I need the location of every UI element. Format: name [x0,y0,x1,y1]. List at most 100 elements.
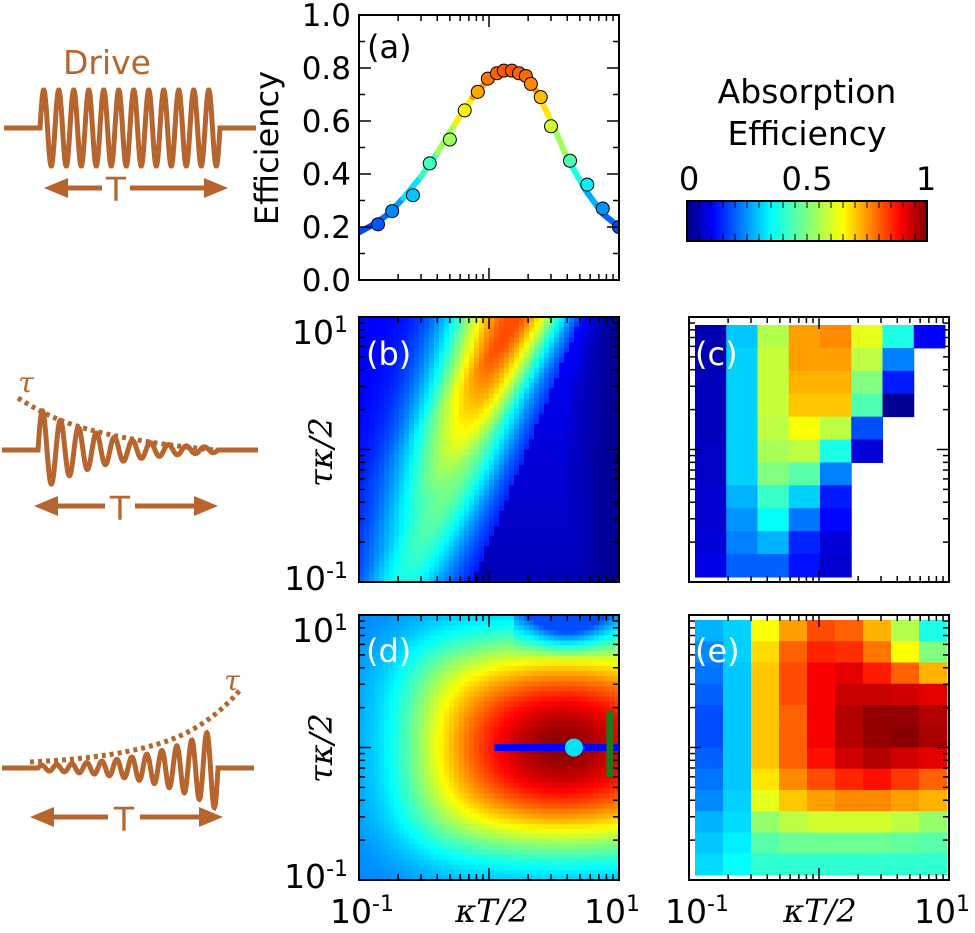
heatmap-cell [614,531,620,537]
heatmap-cell [414,727,420,733]
heatmap-cell [484,444,490,451]
heatmap-cell [499,464,505,471]
heatmap-cell [379,525,385,532]
heatmap-cell [364,520,370,527]
heatmap-cell [594,388,600,395]
heatmap-cell [399,505,405,512]
heatmap-cell [479,620,485,626]
heatmap-cell [479,495,485,502]
heatmap-cell [364,767,370,774]
heatmap-cell [474,727,480,733]
heatmap-cell [499,424,505,430]
heatmap-cell [474,818,480,825]
heatmap-cell [484,844,490,851]
heatmap-cell [529,767,535,774]
heatmap-cell [489,352,495,359]
heatmap-cell [394,742,400,749]
heatmap-cell [554,434,560,440]
heatmap-cell [469,362,475,369]
heatmap-cell [439,711,445,718]
heatmap-cell [474,788,480,794]
heatmap-cell [534,317,540,323]
heatmap-cell [524,716,530,723]
heatmap-cell [389,531,395,537]
heatmap-cell [599,480,605,486]
heatmap-cell [374,541,380,547]
heatmap-cell [494,485,500,491]
heatmap-cell [374,561,380,568]
heatmap-cell [539,373,545,379]
heatmap-cell [429,665,435,672]
heatmap-cell [384,337,390,344]
heatmap-cell [379,839,385,845]
heatmap-cell [474,808,480,815]
heatmap-cell [614,403,620,410]
heatmap-cell [394,510,400,517]
heatmap-cell [569,439,575,446]
heatmap-cell [609,403,615,410]
heatmap-cell [359,424,365,430]
heatmap-cell [449,454,455,461]
heatmap-cell [504,757,510,764]
heatmap-cell [489,469,495,476]
heatmap-cell [359,480,365,486]
heatmap-cell [454,464,460,471]
heatmap-cell [484,747,490,754]
heatmap-cell [604,525,610,532]
heatmap-cell [459,525,465,532]
heatmap-cell [519,403,525,410]
heatmap-cell [444,686,450,693]
heatmap-cell [559,444,565,451]
heatmap-cell [529,383,535,389]
heatmap-cell [529,676,535,682]
heatmap-cell [359,620,365,626]
heatmap-cell [374,711,380,718]
heatmap-cell [369,403,375,410]
heatmap-cell [479,767,485,774]
heatmap-cell [449,665,455,672]
heatmap-cell [554,469,560,476]
heatmap-cell [454,630,460,636]
heatmap-cell [504,803,510,810]
heatmap-cell [614,510,620,517]
heatmap-cell [499,783,505,789]
heatmap-cell [484,449,490,456]
heatmap-cell [419,625,425,631]
heatmap-cell [509,808,515,815]
heatmap-cell [524,571,530,578]
heatmap-cell [559,332,565,338]
heatmap-cell [449,388,455,395]
heatmap-cell [419,737,425,744]
heatmap-cell [419,546,425,553]
heatmap-cell [882,347,915,372]
heatmap-cell [609,444,615,451]
heatmap-cell [399,444,405,451]
heatmap-cell [394,798,400,805]
heatmap-cell [549,317,555,323]
heatmap-cell [489,531,495,537]
heatmap-cell [374,635,380,642]
heatmap-cell [419,469,425,476]
heatmap-cell [424,373,430,379]
heatmap-cell [429,342,435,349]
heatmap-cell [479,625,485,631]
heatmap-cell [489,727,495,733]
heatmap-cell [559,480,565,486]
heatmap-cell [574,332,580,338]
heatmap-cell [524,640,530,647]
heatmap-cell [379,551,385,558]
heatmap-cell [534,429,540,435]
heatmap-cell [559,373,565,379]
heatmap-cell [539,655,545,662]
heatmap-cell [604,434,610,440]
heatmap-cell [499,655,505,662]
heatmap-cell [574,520,580,527]
heatmap-cell [574,383,580,389]
heatmap-cell [394,439,400,446]
heatmap-cell [599,541,605,547]
heatmap-cell [459,429,465,435]
heatmap-cell [599,490,605,496]
heatmap-cell [514,757,520,764]
heatmap-cell [504,834,510,840]
heatmap-cell [389,839,395,845]
